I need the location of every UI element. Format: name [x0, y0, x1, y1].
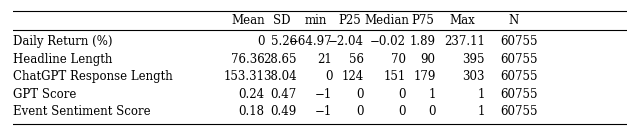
Text: −1: −1: [315, 88, 332, 101]
Text: 1: 1: [428, 88, 435, 101]
Text: Max: Max: [449, 14, 475, 27]
Text: P75: P75: [411, 14, 434, 27]
Text: 0: 0: [399, 105, 406, 118]
Text: 0: 0: [257, 35, 265, 48]
Text: 70: 70: [391, 53, 406, 66]
Text: N: N: [508, 14, 518, 27]
Text: −1: −1: [315, 105, 332, 118]
Text: 179: 179: [413, 70, 435, 83]
Text: 28.65: 28.65: [263, 53, 297, 66]
Text: SD: SD: [273, 14, 291, 27]
Text: Event Sentiment Score: Event Sentiment Score: [13, 105, 150, 118]
Text: ChatGPT Response Length: ChatGPT Response Length: [13, 70, 173, 83]
Text: 60755: 60755: [500, 105, 538, 118]
Text: 1.89: 1.89: [410, 35, 435, 48]
Text: 0.24: 0.24: [239, 88, 265, 101]
Text: 0.47: 0.47: [271, 88, 297, 101]
Text: 5.26: 5.26: [271, 35, 297, 48]
Text: 0.18: 0.18: [239, 105, 265, 118]
Text: min: min: [305, 14, 328, 27]
Text: 0: 0: [356, 88, 364, 101]
Text: 0: 0: [399, 88, 406, 101]
Text: 60755: 60755: [500, 70, 538, 83]
Text: 0.49: 0.49: [271, 105, 297, 118]
Text: 60755: 60755: [500, 53, 538, 66]
Text: −64.97: −64.97: [289, 35, 332, 48]
Text: 124: 124: [342, 70, 364, 83]
Text: 38.04: 38.04: [263, 70, 297, 83]
Text: P25: P25: [339, 14, 361, 27]
Text: 1: 1: [477, 88, 484, 101]
Text: 56: 56: [349, 53, 364, 66]
Text: Headline Length: Headline Length: [13, 53, 112, 66]
Text: Mean: Mean: [231, 14, 264, 27]
Text: 90: 90: [420, 53, 435, 66]
Text: Daily Return (%): Daily Return (%): [13, 35, 112, 48]
Text: −2.04: −2.04: [328, 35, 364, 48]
Text: 153.31: 153.31: [224, 70, 265, 83]
Text: GPT Score: GPT Score: [13, 88, 76, 101]
Text: 60755: 60755: [500, 35, 538, 48]
Text: 0: 0: [356, 105, 364, 118]
Text: 151: 151: [384, 70, 406, 83]
Text: 0: 0: [428, 105, 435, 118]
Text: 395: 395: [462, 53, 484, 66]
Text: 60755: 60755: [500, 88, 538, 101]
Text: −0.02: −0.02: [370, 35, 406, 48]
Text: 237.11: 237.11: [444, 35, 484, 48]
Text: 1: 1: [477, 105, 484, 118]
Text: Median: Median: [365, 14, 410, 27]
Text: 0: 0: [324, 70, 332, 83]
Text: 303: 303: [462, 70, 484, 83]
Text: 76.36: 76.36: [231, 53, 265, 66]
Text: 21: 21: [317, 53, 332, 66]
